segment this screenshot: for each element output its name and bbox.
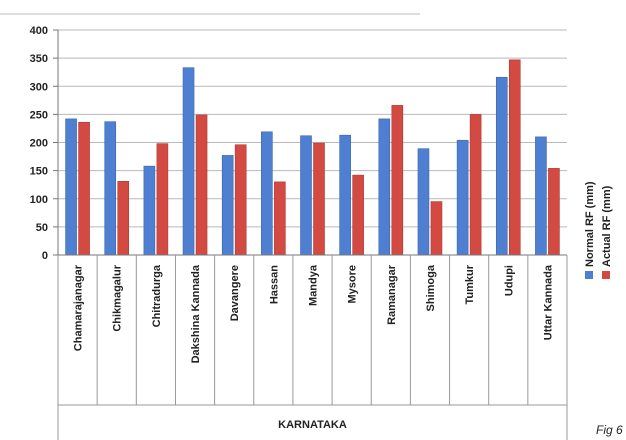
y-tick-label: 150 bbox=[30, 166, 48, 178]
y-axis-ticks: 0 50 100 150 200 250 300 350 400 bbox=[30, 25, 58, 262]
category-label: Chikmagalur bbox=[112, 264, 124, 331]
bar-normal-rf bbox=[143, 165, 156, 256]
gridlines bbox=[58, 29, 567, 228]
category-label: Mysore bbox=[347, 265, 359, 304]
bar-normal-rf bbox=[300, 135, 312, 256]
y-tick-label: 200 bbox=[30, 138, 48, 150]
legend-swatch bbox=[602, 271, 610, 279]
figure-note: Fig 6 bbox=[596, 423, 623, 437]
legend-label: Actual RF (mm) bbox=[601, 185, 613, 267]
bar-actual-rf bbox=[430, 201, 443, 256]
category-label: Shimoga bbox=[425, 264, 437, 311]
y-tick-label: 350 bbox=[30, 53, 48, 65]
bar-actual-rf bbox=[78, 121, 90, 256]
y-tick-label: 250 bbox=[30, 109, 48, 121]
bar-actual-rf bbox=[469, 114, 482, 256]
bar-normal-rf bbox=[378, 118, 391, 256]
y-tick-label: 0 bbox=[42, 250, 48, 262]
category-label: Dakshina Kannada bbox=[190, 264, 202, 363]
bar-normal-rf bbox=[417, 148, 430, 256]
bar-actual-rf bbox=[313, 142, 325, 256]
bar-normal-rf bbox=[495, 76, 508, 256]
bar-actual-rf bbox=[234, 144, 247, 256]
bar-actual-rf bbox=[156, 143, 169, 256]
category-labels: Chamarajanagar Chikmagalur Chitradurga Daks… bbox=[57, 255, 568, 405]
y-tick-label: 50 bbox=[36, 222, 48, 234]
bar-normal-rf bbox=[221, 155, 234, 256]
category-label: Uttar Kannada bbox=[542, 264, 554, 340]
category-label: Tumkur bbox=[464, 264, 476, 304]
legend-swatch bbox=[585, 271, 593, 279]
y-tick-label: 300 bbox=[30, 81, 48, 93]
bar-actual-rf bbox=[548, 168, 560, 256]
bar-normal-rf bbox=[261, 131, 273, 256]
bar-actual-rf bbox=[117, 181, 130, 256]
bar-actual-rf bbox=[352, 174, 364, 256]
bar-normal-rf bbox=[182, 67, 195, 256]
legend: Normal RF (mm) Actual RF (mm) bbox=[584, 181, 613, 279]
bar-normal-rf bbox=[535, 136, 547, 256]
group-label-area: KARNATAKA bbox=[57, 404, 568, 440]
category-label: Mandya bbox=[308, 264, 320, 306]
bar-actual-rf bbox=[195, 114, 208, 256]
bars bbox=[65, 59, 560, 256]
category-label: Hassan bbox=[268, 265, 280, 304]
legend-label: Normal RF (mm) bbox=[584, 181, 596, 267]
bar-normal-rf bbox=[339, 134, 351, 256]
group-label: KARNATAKA bbox=[278, 419, 347, 431]
category-label: Davangere bbox=[229, 265, 241, 321]
y-tick-label: 400 bbox=[30, 25, 48, 37]
bar-actual-rf bbox=[391, 105, 404, 256]
category-label: Chitradurga bbox=[151, 264, 163, 327]
y-tick-label: 100 bbox=[30, 194, 48, 206]
category-label: Chamarajanagar bbox=[73, 264, 85, 351]
bar-actual-rf bbox=[508, 59, 521, 256]
bar-normal-rf bbox=[65, 118, 77, 256]
category-label: Udupi bbox=[503, 265, 515, 296]
axes bbox=[0, 13, 567, 256]
bar-normal-rf bbox=[456, 139, 469, 256]
bar-actual-rf bbox=[274, 181, 286, 256]
bar-normal-rf bbox=[104, 121, 117, 256]
category-label: Ramanagar bbox=[386, 264, 398, 325]
